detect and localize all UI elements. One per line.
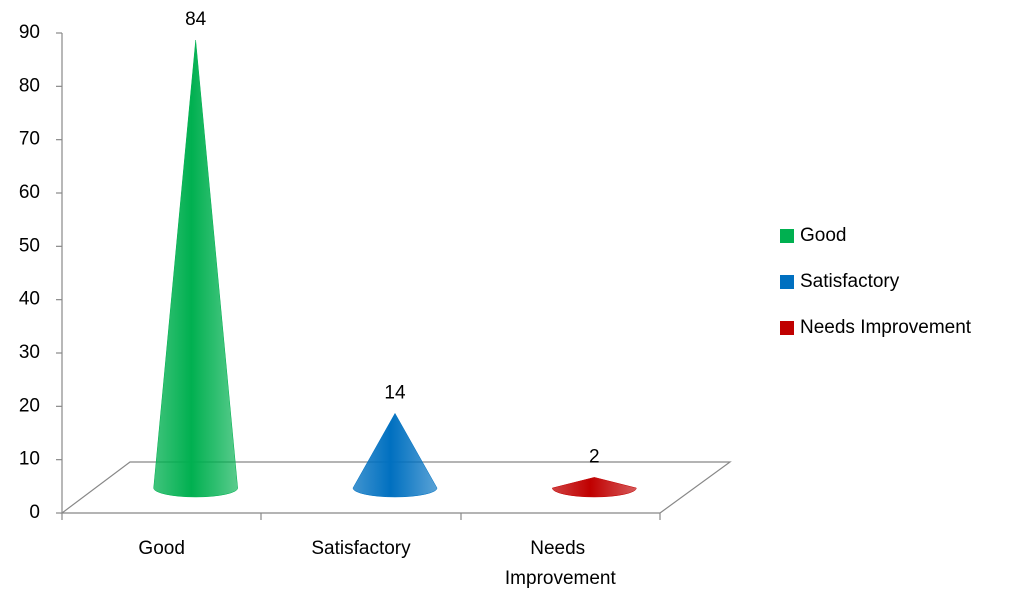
x-tick-label: Good [138,538,184,559]
data-label: 84 [185,9,207,30]
data-label: 14 [384,382,406,403]
legend-swatch [780,321,794,335]
y-tick-label: 0 [29,502,40,523]
x-axis-ticks [61,513,661,520]
legend-label: Good [800,225,846,246]
y-tick-label: 20 [19,395,40,416]
legend-label: Satisfactory [800,271,900,292]
legend-label: Needs Improvement [800,317,972,338]
y-tick-label: 60 [19,182,40,203]
data-label: 2 [589,446,600,467]
cone-body [153,39,238,498]
x-tick-label: Needs Improvement [505,538,617,589]
cone-body [552,477,637,498]
legend-swatch [780,275,794,289]
cone-body [352,412,438,498]
y-tick-label: 40 [19,289,40,310]
y-tick-label: 10 [19,449,40,470]
legend-swatch [780,229,794,243]
cone [153,39,238,498]
y-tick-label: 30 [19,342,40,363]
cone [352,412,438,498]
y-tick-label: 80 [19,75,40,96]
x-tick-label: Satisfactory [311,538,411,559]
y-tick-label: 50 [19,235,40,256]
cone [552,477,637,498]
y-tick-label: 70 [19,129,40,150]
y-tick-label: 90 [19,22,40,43]
